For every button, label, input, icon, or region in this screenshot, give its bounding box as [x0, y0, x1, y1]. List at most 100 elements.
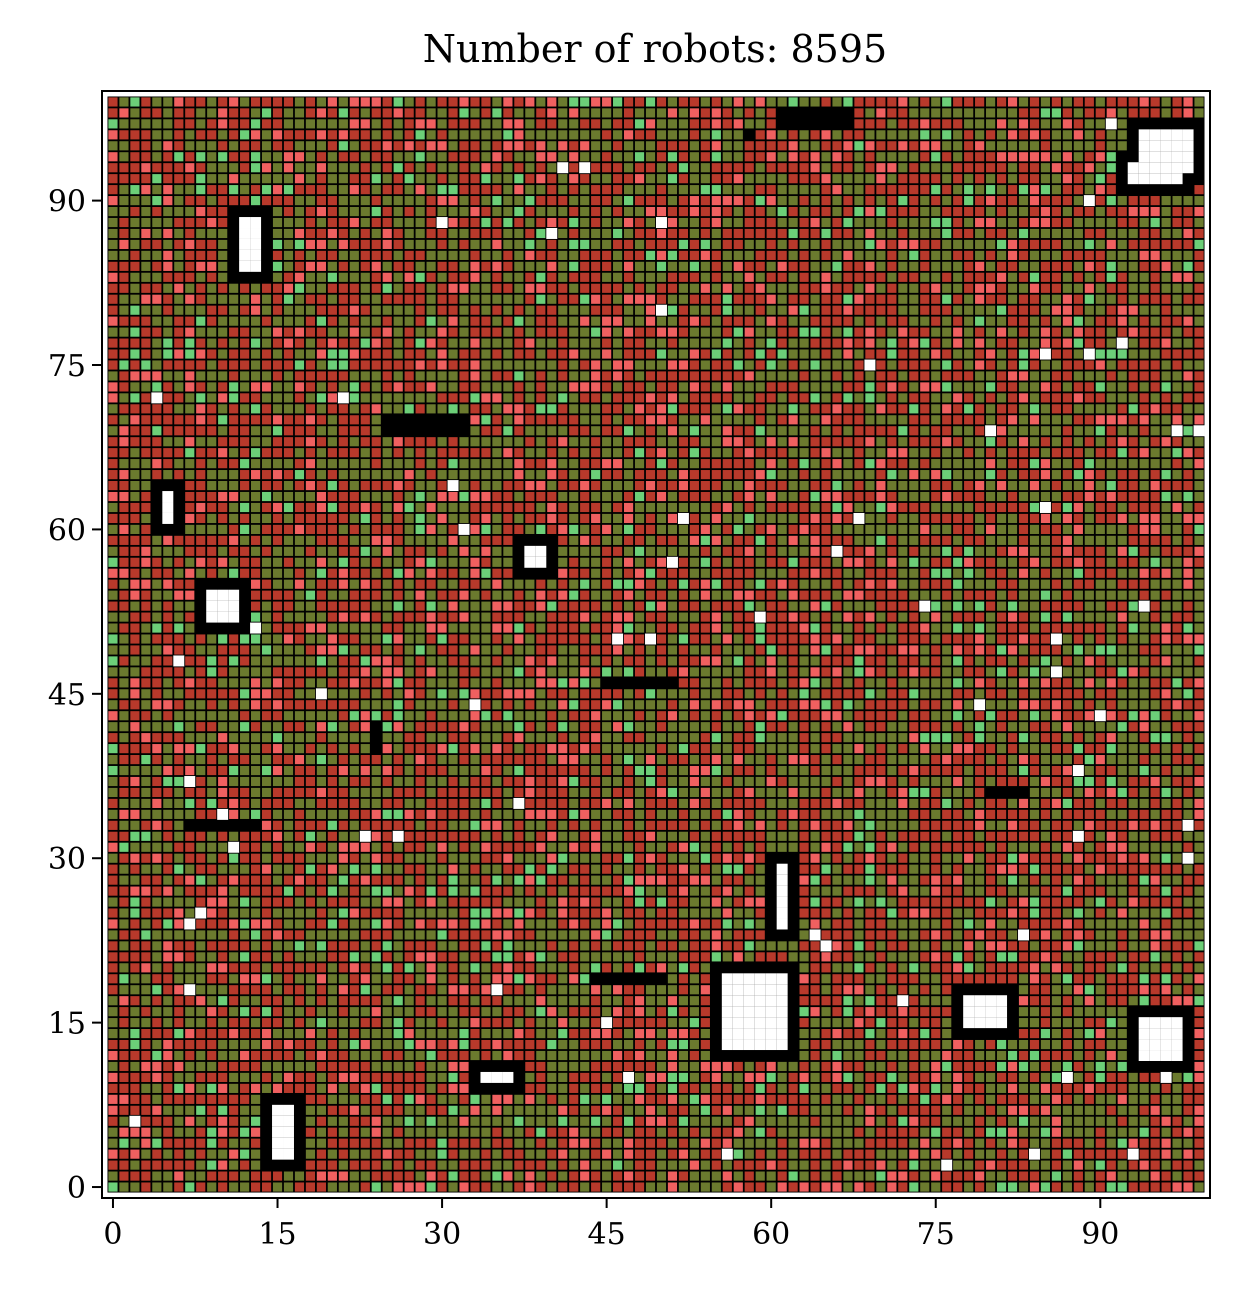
robot-cell: [821, 733, 831, 743]
robot-cell: [163, 1182, 173, 1192]
robot-cell: [613, 809, 623, 819]
robot-cell: [569, 886, 579, 896]
robot-cell: [777, 1116, 787, 1126]
robot-cell: [207, 722, 217, 732]
robot-cell: [1084, 776, 1094, 787]
robot-cell: [865, 985, 875, 995]
robot-cell: [448, 1138, 458, 1148]
robot-cell: [207, 1149, 217, 1159]
robot-cell: [536, 700, 546, 710]
robot-cell: [591, 1072, 601, 1083]
robot-cell: [185, 744, 195, 754]
robot-cell: [415, 941, 425, 951]
robot-cell: [163, 722, 173, 732]
robot-cell: [426, 886, 436, 896]
robot-cell: [887, 776, 897, 787]
robot-cell: [623, 985, 634, 995]
robot-cell: [755, 809, 765, 819]
robot-cell: [711, 700, 721, 710]
robot-cell: [119, 919, 129, 929]
robot-cell: [1150, 755, 1160, 765]
robot-cell: [448, 985, 458, 995]
robot-cell: [470, 1171, 480, 1181]
robot-cell: [459, 776, 469, 787]
robot-cell: [536, 919, 546, 929]
robot-cell: [470, 765, 480, 776]
robot-cell: [437, 1061, 447, 1072]
robot-cell: [470, 1149, 480, 1159]
robot-cell: [711, 809, 721, 819]
robot-cell: [964, 798, 974, 809]
robot-cell: [931, 755, 941, 765]
empty-cell: [173, 655, 185, 667]
robot-cell: [250, 930, 261, 940]
robot-cell: [854, 1083, 864, 1093]
robot-cell: [305, 875, 316, 885]
robot-cell: [602, 689, 612, 699]
robot-cell: [349, 853, 359, 863]
robot-cell: [382, 864, 392, 874]
robot-cell: [986, 1072, 996, 1083]
robot-cell: [1084, 985, 1094, 995]
robot-cell: [163, 952, 173, 962]
robot-cell: [1018, 831, 1029, 841]
robot-cell: [437, 842, 447, 852]
robot-cell: [108, 667, 118, 677]
robot-cell: [1040, 952, 1051, 962]
robot-cell: [371, 1029, 381, 1039]
robot-cell: [250, 733, 261, 743]
robot-cell: [1095, 1116, 1105, 1126]
robot-cell: [569, 809, 579, 819]
robot-cell: [547, 941, 557, 951]
robot-cell: [415, 820, 425, 830]
robot-cell: [931, 875, 941, 885]
robot-cell: [832, 919, 842, 929]
robot-cell: [755, 744, 765, 754]
robot-cell: [371, 711, 381, 721]
robot-cell: [975, 963, 985, 973]
robot-cell: [558, 886, 568, 896]
robot-cell: [229, 886, 239, 896]
robot-cell: [634, 798, 645, 809]
robot-cell: [1029, 765, 1040, 776]
robot-cell: [876, 864, 886, 874]
robot-cell: [393, 1171, 403, 1181]
robot-cell: [832, 1116, 842, 1126]
robot-cell: [843, 1160, 853, 1170]
robot-cell: [514, 1039, 524, 1050]
robot-cell: [272, 656, 283, 666]
robot-cell: [788, 1116, 798, 1126]
robot-cell: [1117, 798, 1127, 809]
robot-cell: [602, 634, 612, 644]
robot-cell: [733, 853, 743, 863]
robot-cell: [799, 711, 809, 721]
robot-cell: [536, 634, 546, 644]
robot-cell: [1040, 831, 1051, 841]
robot-cell: [1095, 1007, 1105, 1017]
robot-cell: [645, 1072, 656, 1083]
robot-cell: [1128, 963, 1138, 973]
robot-cell: [580, 842, 590, 852]
robot-cell: [459, 1105, 469, 1115]
robot-cell: [1007, 733, 1018, 743]
robot-cell: [854, 798, 864, 809]
robot-cell: [1150, 941, 1160, 951]
robot-cell: [119, 1094, 129, 1104]
robot-cell: [700, 733, 710, 743]
robot-cell: [261, 765, 272, 776]
robot-cell: [360, 908, 370, 918]
robot-cell: [909, 1083, 919, 1093]
robot-cell: [174, 700, 184, 710]
robot-cell: [799, 809, 809, 819]
robot-cell: [821, 809, 831, 819]
robot-cell: [711, 787, 721, 798]
robot-cell: [602, 919, 612, 929]
robot-cell: [207, 930, 217, 940]
robot-cell: [755, 1116, 765, 1126]
robot-cell: [1051, 974, 1062, 984]
robot-cell: [503, 875, 513, 885]
robot-cell: [854, 667, 864, 677]
robot-cell: [678, 1182, 689, 1192]
robot-cell: [1084, 952, 1094, 962]
robot-cell: [1161, 864, 1171, 874]
